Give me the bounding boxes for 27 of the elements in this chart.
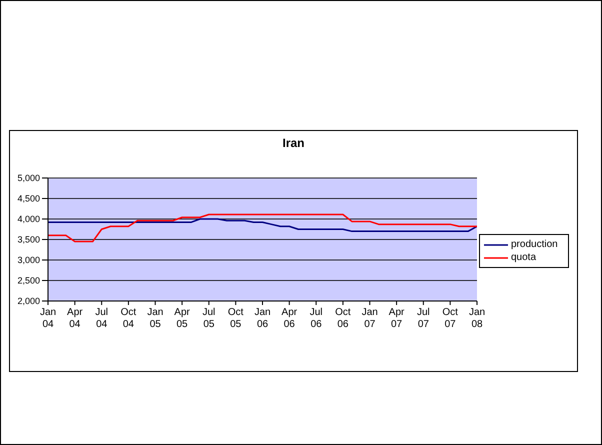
legend-label: quota [511,252,536,263]
x-tick-label: Apr 06 [282,307,298,330]
x-tick-label: Jan 05 [147,307,164,330]
x-tick-label: Oct 06 [335,307,351,330]
x-tick-label: Jan 08 [468,307,486,330]
x-tick-label: Oct 04 [120,307,136,330]
y-tick-label: 2,000 [17,296,40,306]
x-tick-label: Oct 07 [442,307,458,330]
y-tick-label: 4,000 [17,214,40,224]
x-tick-label: Jan 04 [40,307,56,330]
x-tick-label: Jul 04 [95,307,108,330]
x-tick-label: Apr 05 [174,307,191,330]
y-tick-label: 2,500 [17,276,40,286]
x-tick-label: Apr 07 [388,307,406,330]
x-tick-label: Jul 06 [310,307,323,330]
legend-label: production [511,239,558,250]
x-tick-label: Jul 05 [202,307,216,330]
x-tick-label: Jan 06 [254,307,271,330]
x-tick-label: Jul 07 [416,307,430,330]
x-tick-label: Jan 07 [362,307,378,330]
x-tick-label: Oct 05 [228,307,244,330]
y-tick-label: 3,500 [17,234,40,245]
y-tick-label: 4,500 [17,194,40,204]
y-tick-label: 5,000 [17,173,40,184]
y-tick-label: 3,000 [17,255,40,266]
chart-title: Iran [281,136,306,150]
x-tick-label: Apr 04 [67,307,84,330]
